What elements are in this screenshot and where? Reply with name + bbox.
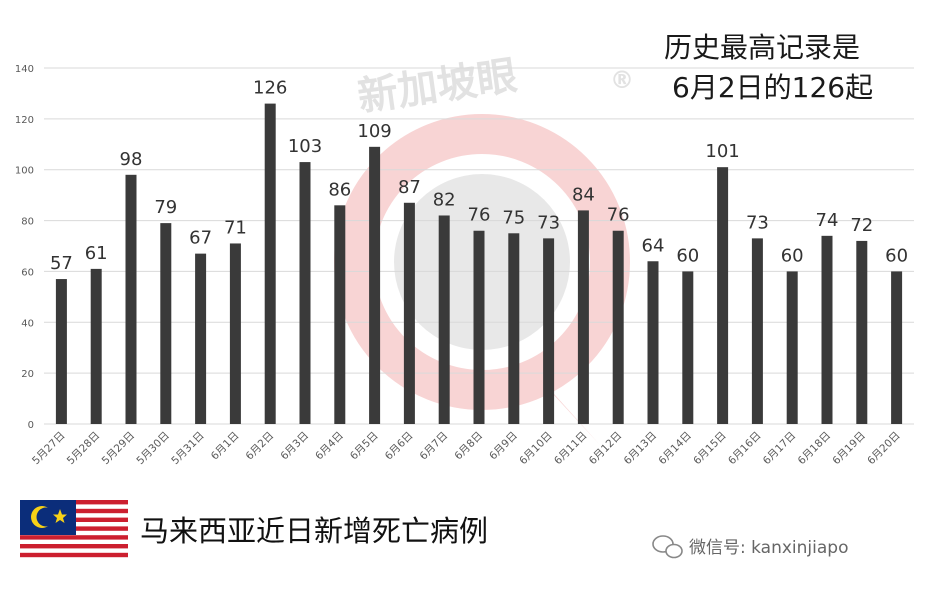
bar-value-label: 76 <box>607 205 630 226</box>
x-tick-label: 6月7日 <box>418 430 451 463</box>
x-tick-label: 6月6日 <box>383 430 416 463</box>
y-tick-label: 20 <box>21 369 34 380</box>
bar-value-label: 75 <box>502 207 525 228</box>
bar-value-label: 86 <box>328 179 351 200</box>
record-note-line2: 6月2日的126起 <box>672 71 873 104</box>
bar <box>508 233 520 424</box>
x-tick-label: 5月29日 <box>100 430 138 468</box>
x-tick-label: 6月4日 <box>313 430 346 463</box>
bar <box>751 238 763 424</box>
bar-value-label: 98 <box>120 149 143 170</box>
y-tick-label: 100 <box>15 166 34 177</box>
bar <box>160 223 172 424</box>
x-tick-label: 6月19日 <box>830 430 868 468</box>
x-tick-label: 6月13日 <box>622 430 660 468</box>
watermark-pin-tail-icon <box>540 380 600 445</box>
watermark: 新加坡眼 ® <box>334 53 634 445</box>
bar <box>125 174 137 424</box>
wechat-id-label: 微信号: kanxinjiapo <box>689 538 848 558</box>
x-tick-label: 6月8日 <box>452 430 485 463</box>
bar-value-label: 61 <box>85 243 108 264</box>
y-tick-label: 120 <box>15 115 34 126</box>
bar <box>856 240 868 424</box>
x-tick-label: 6月12日 <box>587 430 625 468</box>
x-tick-label: 6月18日 <box>796 430 834 468</box>
bar <box>821 235 833 424</box>
x-tick-label: 5月28日 <box>65 430 103 468</box>
y-tick-label: 40 <box>21 318 34 329</box>
bar-value-label: 109 <box>357 121 391 142</box>
x-tick-label: 6月15日 <box>691 430 729 468</box>
bar <box>264 103 276 424</box>
bar <box>438 215 450 424</box>
bar-value-label: 67 <box>189 228 212 249</box>
bar-value-label: 73 <box>746 212 769 233</box>
bar <box>299 162 311 425</box>
y-tick-label: 60 <box>21 267 34 278</box>
bar-value-label: 74 <box>816 210 839 231</box>
bar <box>229 243 241 424</box>
bar-value-label: 57 <box>50 253 73 274</box>
x-tick-label: 6月16日 <box>726 430 764 468</box>
watermark-brand: 新加坡眼 <box>355 53 520 121</box>
bar-value-label: 73 <box>537 212 560 233</box>
bar <box>543 238 555 424</box>
x-tick-label: 6月14日 <box>656 430 694 468</box>
x-tick-label: 5月31日 <box>169 430 207 468</box>
y-axis-ticks: 0 20 40 60 80 100 120 140 <box>15 64 34 431</box>
bar-value-label: 101 <box>705 141 739 162</box>
record-note-line1: 历史最高记录是 <box>664 31 860 64</box>
x-tick-label: 6月9日 <box>487 430 520 463</box>
y-tick-label: 0 <box>28 420 34 431</box>
bar-value-label: 103 <box>288 136 322 157</box>
x-tick-label: 6月11日 <box>552 430 590 468</box>
y-tick-label: 80 <box>21 217 34 228</box>
bar-value-label: 71 <box>224 217 247 238</box>
x-tick-label: 6月1日 <box>209 430 242 463</box>
bar-value-label: 76 <box>468 205 491 226</box>
y-tick-label: 140 <box>15 64 34 75</box>
bar <box>90 268 102 424</box>
x-tick-label: 5月27日 <box>30 430 68 468</box>
bar-value-label: 60 <box>676 245 699 266</box>
bar <box>891 271 903 424</box>
data-labels: 57 61 98 79 67 71 126 103 86 109 87 82 76 75 73 84 76 64 6… <box>50 78 908 274</box>
bar-value-label: 82 <box>433 189 456 210</box>
wechat-icon <box>652 535 683 559</box>
x-tick-label: 6月5日 <box>348 430 381 463</box>
bar <box>369 146 381 425</box>
x-tick-label: 6月2日 <box>244 430 277 463</box>
bar <box>717 167 729 424</box>
bar <box>403 202 415 424</box>
bar-value-label: 126 <box>253 78 287 99</box>
bar-value-label: 72 <box>850 215 873 236</box>
bar-value-label: 84 <box>572 184 595 205</box>
x-tick-label: 5月30日 <box>134 430 172 468</box>
bars <box>55 103 903 425</box>
bar-value-label: 87 <box>398 177 421 198</box>
bar <box>195 253 207 424</box>
x-tick-label: 6月3日 <box>278 430 311 463</box>
bar-value-label: 60 <box>781 245 804 266</box>
bar <box>682 271 694 424</box>
x-tick-label: 6月17日 <box>761 430 799 468</box>
bar <box>577 210 589 424</box>
x-tick-label: 6月20日 <box>865 430 903 468</box>
bar <box>55 279 67 424</box>
bar <box>786 271 798 424</box>
bar <box>473 230 485 424</box>
malaysia-flag-icon <box>20 500 128 562</box>
bar-value-label: 64 <box>642 235 665 256</box>
chart-footer-title: 马来西亚近日新增死亡病例 <box>140 514 488 548</box>
x-tick-label: 6月10日 <box>517 430 555 468</box>
bar <box>334 205 346 424</box>
bar-value-label: 60 <box>885 245 908 266</box>
bar <box>612 230 624 424</box>
bar-value-label: 79 <box>154 197 177 218</box>
watermark-registered-mark: ® <box>610 66 634 94</box>
bar <box>647 261 659 424</box>
